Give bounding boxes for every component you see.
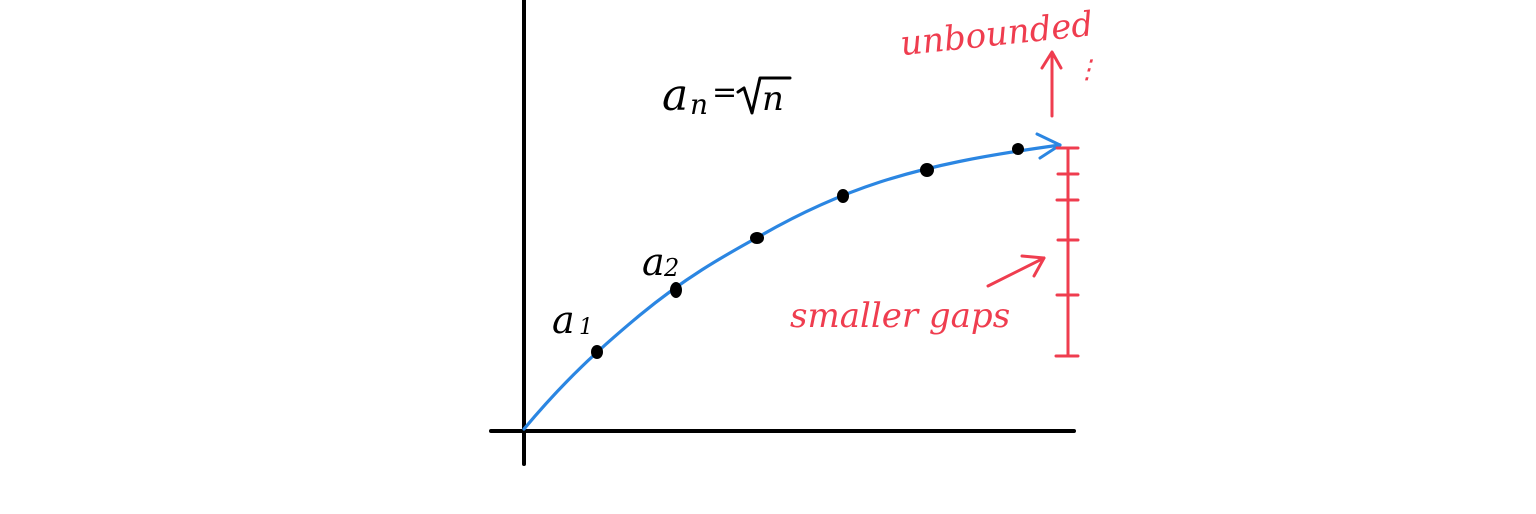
radical-sign [736, 76, 792, 115]
curve-arrowhead [1035, 132, 1062, 160]
smaller-gaps-arrow [986, 256, 1046, 288]
annotations [986, 50, 1080, 358]
sequence-point [920, 163, 934, 177]
sqrt-curve [522, 143, 1062, 431]
smaller-gaps-arrowhead [1020, 254, 1046, 278]
smaller-gaps-label: smaller gaps [790, 296, 1010, 336]
sequence-point [591, 345, 603, 359]
sequence-points [591, 143, 1024, 359]
formula-lhs-subscript: n [690, 88, 708, 121]
point-label-a1: a 1 [552, 298, 593, 342]
formula-equals: = [712, 75, 737, 110]
ellipsis-mark: ⋮ [1074, 55, 1100, 85]
formula-radicand: n [762, 79, 784, 119]
sequence-point [670, 282, 682, 298]
sequence-point [750, 232, 764, 244]
unbounded-arrowhead [1040, 50, 1063, 70]
formula: a n = n [662, 70, 792, 121]
unbounded-label: unbounded [898, 4, 1095, 64]
point-label-subscript: 1 [579, 315, 593, 340]
point-label-base: a [642, 240, 665, 284]
formula-lhs: a [662, 70, 688, 121]
point-label-base: a [552, 298, 575, 342]
sequence-point [837, 189, 849, 203]
point-label-a2: a 2 [642, 240, 679, 284]
sequence-point [1012, 143, 1024, 155]
point-label-subscript: 2 [663, 254, 679, 282]
